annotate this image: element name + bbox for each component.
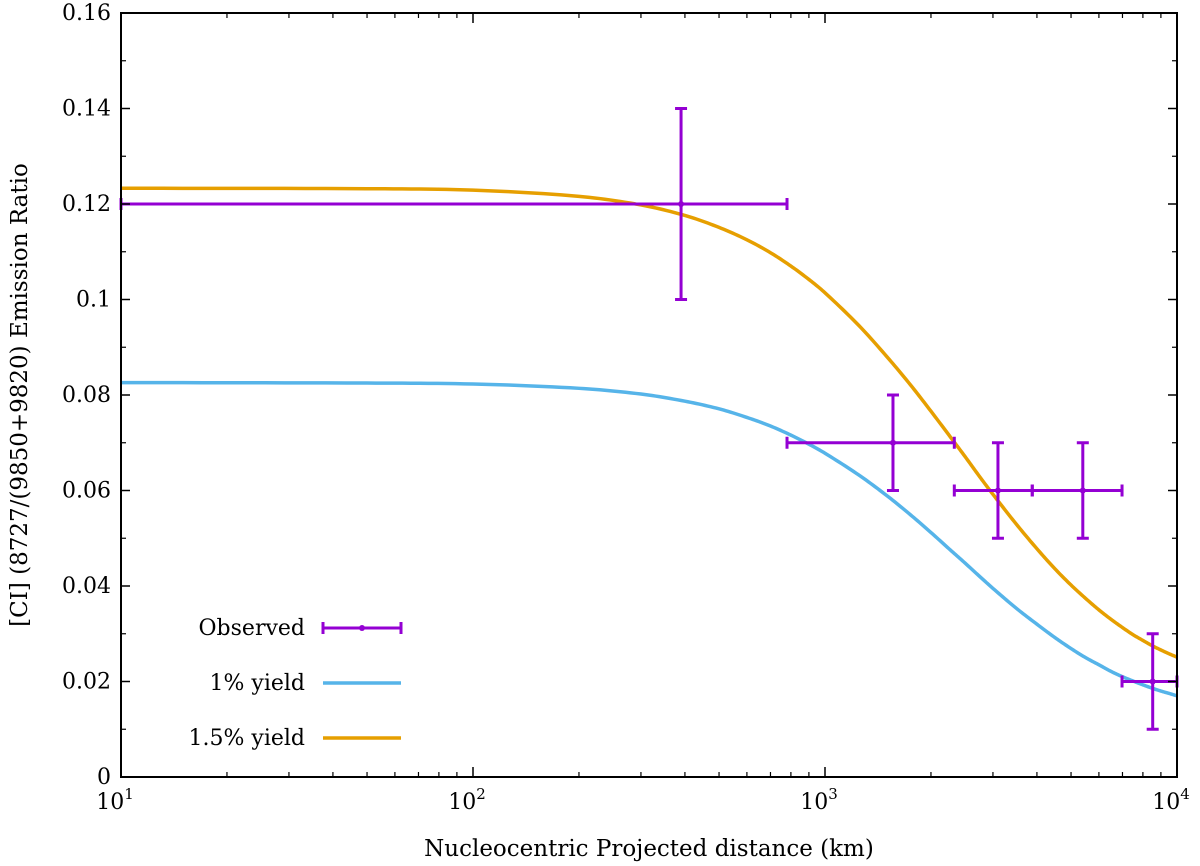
- y-tick-label: 0.12: [62, 192, 111, 217]
- x-tick-base: 10: [800, 790, 828, 815]
- y-tick-label: 0.14: [62, 97, 111, 122]
- x-tick-exponent: 1: [124, 785, 134, 803]
- y-ticks: 0 0.02 0.04 0.06 0.08 0.1 0.12 0.14 0.16: [62, 1, 1177, 790]
- x-tick-label: 103: [800, 785, 838, 815]
- y-tick-label: 0: [97, 765, 111, 790]
- legend-label-1-5-yield: 1.5% yield: [189, 726, 306, 751]
- plot-errorbars: [119, 107, 1179, 731]
- x-tick-base: 10: [96, 790, 124, 815]
- x-tick-exponent: 4: [1180, 785, 1190, 803]
- legend-label-1-yield: 1% yield: [210, 671, 306, 696]
- y-tick-label: 0.02: [62, 670, 111, 695]
- y-tick-label: 0.1: [76, 288, 111, 313]
- observed-marker: [889, 439, 896, 446]
- observed-marker: [994, 487, 1001, 494]
- curve-1-5-yield: [120, 186, 1179, 659]
- x-tick-base: 10: [1152, 790, 1180, 815]
- y-tick-label: 0.04: [62, 574, 111, 599]
- observed-marker: [1149, 678, 1156, 685]
- legend-label-observed: Observed: [199, 616, 305, 641]
- x-tick-exponent: 3: [828, 785, 838, 803]
- observed-point: [1030, 441, 1124, 540]
- curve-1-yield: [120, 380, 1179, 698]
- legend-marker: [359, 625, 365, 631]
- x-ticks: 101 102 103 104: [96, 13, 1190, 815]
- observed-marker: [678, 201, 685, 207]
- y-tick-label: 0.06: [62, 479, 111, 504]
- x-axis-title: Nucleocentric Projected distance (km): [424, 836, 874, 862]
- plot-curves: [120, 186, 1179, 698]
- observed-point: [785, 393, 956, 492]
- x-tick-exponent: 2: [476, 785, 486, 803]
- y-tick-label: 0.08: [62, 383, 111, 408]
- x-tick-label: 102: [448, 785, 486, 815]
- observed-marker: [1079, 487, 1086, 494]
- observed-point: [119, 107, 789, 301]
- legend: Observed 1% yield 1.5% yield: [189, 616, 403, 751]
- y-tick-label: 0.16: [62, 1, 111, 26]
- x-tick-base: 10: [448, 790, 476, 815]
- observed-point: [952, 441, 1034, 540]
- x-tick-label: 104: [1152, 785, 1190, 815]
- y-axis-title: [CI] (8727/(9850+9820) Emission Ratio: [7, 163, 33, 627]
- x-tick-label: 101: [96, 785, 134, 815]
